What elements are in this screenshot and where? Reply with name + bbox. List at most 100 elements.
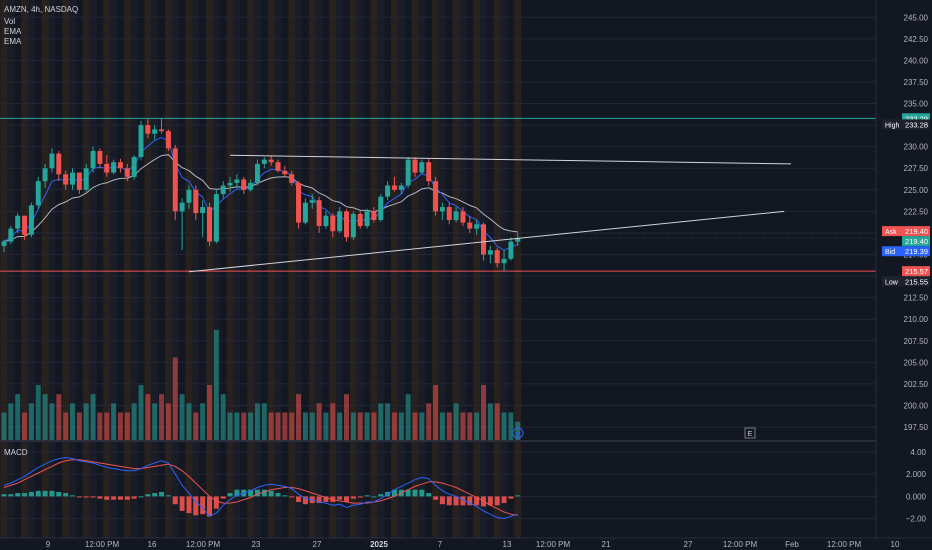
candle[interactable] (56, 150, 62, 182)
candle[interactable] (405, 157, 411, 189)
candle[interactable] (275, 159, 281, 173)
volume-bar (172, 357, 178, 440)
candle[interactable] (419, 159, 425, 175)
candle[interactable] (42, 163, 48, 189)
candle[interactable] (494, 247, 500, 268)
candle[interactable] (248, 179, 254, 192)
candle[interactable] (22, 215, 28, 240)
candle[interactable] (261, 157, 267, 169)
candle[interactable] (28, 202, 34, 238)
candle[interactable] (227, 176, 233, 192)
candle[interactable] (234, 174, 240, 189)
svg-text:233.29: 233.29 (905, 114, 928, 123)
candle[interactable] (193, 185, 199, 220)
price-tick-label: 235.00 (904, 100, 929, 109)
candle[interactable] (323, 211, 329, 229)
macd-histogram-bar (426, 493, 432, 497)
candle[interactable] (474, 220, 480, 235)
candle[interactable] (316, 196, 322, 233)
candle[interactable] (433, 176, 439, 216)
volume-bar (460, 412, 466, 440)
volume-bar (385, 403, 391, 440)
candle[interactable] (165, 129, 171, 151)
candle[interactable] (439, 202, 445, 220)
goto-realtime-icon[interactable] (512, 427, 524, 439)
volume-bar (193, 412, 199, 440)
candle[interactable] (350, 211, 356, 240)
candle[interactable] (467, 215, 473, 233)
candle[interactable] (152, 125, 158, 140)
candle[interactable] (83, 163, 89, 192)
candle[interactable] (145, 119, 151, 139)
candle[interactable] (76, 172, 82, 195)
candle[interactable] (117, 158, 123, 173)
session-stripe (438, 0, 446, 538)
macd-histogram-bar (357, 496, 363, 498)
trendlines[interactable] (188, 154, 792, 273)
candle[interactable] (364, 208, 370, 229)
candle[interactable] (172, 144, 178, 220)
session-stripe (89, 0, 97, 538)
macd-histogram-bar (49, 490, 55, 497)
candle[interactable] (179, 198, 185, 251)
time-axis-bg[interactable] (0, 538, 932, 550)
earnings-icon[interactable]: E (744, 427, 756, 439)
time-axis[interactable]: 9 12:00 PM 16 12:00 PM 23 27 2025 7 13 12:00 PM 21… (0, 537, 932, 550)
candle[interactable] (220, 181, 226, 199)
candle[interactable] (131, 155, 137, 180)
candle[interactable] (1, 239, 7, 252)
candle[interactable] (8, 226, 14, 245)
candle[interactable] (446, 202, 452, 225)
candle[interactable] (90, 146, 96, 173)
candle[interactable] (501, 250, 507, 272)
candle[interactable] (207, 202, 212, 246)
candle[interactable] (104, 155, 110, 177)
candle[interactable] (453, 207, 459, 223)
candle[interactable] (398, 182, 404, 195)
session-stripe (295, 0, 302, 538)
candle[interactable] (70, 168, 75, 190)
support-trendline[interactable] (188, 210, 785, 273)
candle[interactable] (391, 176, 397, 192)
session-stripe (473, 0, 481, 538)
candle[interactable] (15, 213, 21, 233)
candle[interactable] (460, 207, 466, 227)
candle[interactable] (268, 155, 274, 166)
candle[interactable] (357, 211, 363, 229)
candle[interactable] (213, 189, 219, 244)
candle[interactable] (330, 213, 336, 238)
candle[interactable] (309, 194, 315, 209)
candle[interactable] (254, 159, 260, 186)
candle[interactable] (97, 148, 103, 169)
candle[interactable] (385, 181, 391, 201)
macd-histogram-bar (193, 496, 199, 516)
candle[interactable] (282, 165, 288, 177)
candle[interactable] (378, 194, 384, 222)
candle[interactable] (35, 176, 41, 209)
candle[interactable] (426, 158, 432, 186)
resistance-trendline[interactable] (230, 154, 792, 165)
candle[interactable] (111, 159, 117, 175)
candle[interactable] (124, 163, 130, 182)
candle[interactable] (337, 207, 343, 233)
candle[interactable] (508, 237, 514, 261)
macd-histogram-bar (446, 496, 452, 506)
candle[interactable] (186, 185, 192, 209)
candle[interactable] (63, 170, 69, 190)
candle[interactable] (515, 232, 521, 246)
candle[interactable] (487, 245, 493, 264)
candle[interactable] (371, 207, 377, 223)
candle[interactable] (302, 198, 308, 225)
candle[interactable] (296, 181, 302, 229)
candle[interactable] (241, 176, 247, 195)
candle[interactable] (200, 200, 206, 238)
candle[interactable] (159, 118, 165, 134)
candle[interactable] (289, 170, 295, 186)
candlesticks[interactable] (1, 118, 521, 272)
candle[interactable] (412, 157, 418, 177)
price-tag-high-axis: 233.29 (902, 113, 930, 124)
candle[interactable] (138, 120, 144, 160)
candle[interactable] (344, 208, 349, 242)
candle[interactable] (49, 148, 55, 173)
